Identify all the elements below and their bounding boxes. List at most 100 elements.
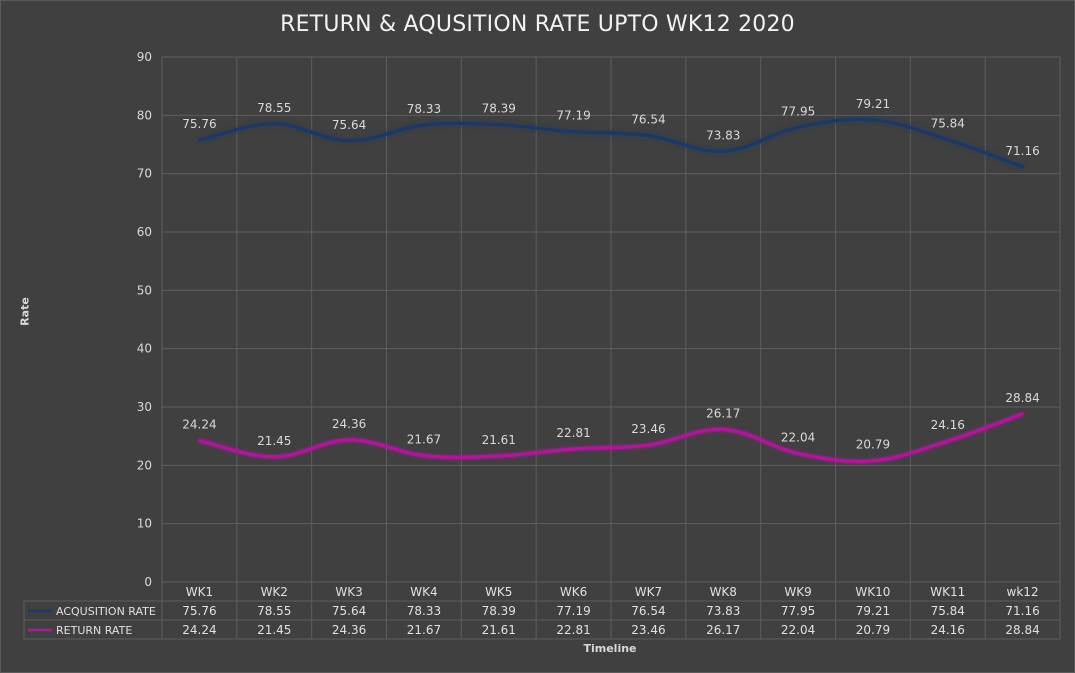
return-rate-data-label: 22.04 <box>781 430 815 444</box>
y-tick-label: 90 <box>137 50 152 64</box>
x-tick-label: WK10 <box>855 585 890 599</box>
x-tick-label: WK3 <box>335 585 362 599</box>
table-cell-value: 21.45 <box>257 623 291 637</box>
table-cell-value: 22.04 <box>781 623 815 637</box>
table-cell-value: 77.19 <box>556 604 590 618</box>
return-rate-point <box>1021 412 1024 415</box>
table-cell-value: 75.84 <box>931 604 965 618</box>
x-tick-label: WK6 <box>560 585 587 599</box>
return-rate-point <box>797 452 800 455</box>
table-cell-value: 28.84 <box>1005 623 1039 637</box>
table-cell-value: 77.95 <box>781 604 815 618</box>
table-cell-value: 71.16 <box>1005 604 1039 618</box>
x-axis-label: Timeline <box>583 642 637 655</box>
acqusition-rate-point <box>273 122 276 125</box>
legend-entry: ACQUSITION RATE <box>56 605 156 618</box>
table-cell-value: 75.76 <box>182 604 216 618</box>
table-cell-value: 79.21 <box>856 604 890 618</box>
x-tick-label: wk12 <box>1007 585 1039 599</box>
acqusition-rate-point <box>946 138 949 141</box>
return-rate-data-label: 24.16 <box>931 418 965 432</box>
return-rate-data-label: 24.36 <box>332 417 366 431</box>
legend-entry: RETURN RATE <box>56 624 132 637</box>
acqusition-rate-point <box>422 124 425 127</box>
x-tick-label: WK8 <box>710 585 737 599</box>
table-cell-value: 73.83 <box>706 604 740 618</box>
table-cell-value: 22.81 <box>556 623 590 637</box>
acqusition-rate-data-label: 79.21 <box>856 97 890 111</box>
y-tick-label: 10 <box>137 517 152 531</box>
x-tick-label: WK5 <box>485 585 512 599</box>
table-cell-value: 78.33 <box>407 604 441 618</box>
acqusition-rate-data-label: 75.84 <box>931 117 965 131</box>
acqusition-rate-data-label: 75.76 <box>182 117 216 131</box>
acqusition-rate-point <box>871 118 874 121</box>
acqusition-rate-line <box>197 117 1025 169</box>
acqusition-rate-point <box>198 139 201 142</box>
acqusition-rate-data-label: 77.95 <box>781 104 815 118</box>
y-tick-label: 20 <box>137 458 152 472</box>
return-rate-point <box>198 439 201 442</box>
x-tick-label: WK9 <box>784 585 811 599</box>
table-cell-value: 26.17 <box>706 623 740 637</box>
return-rate-point <box>273 455 276 458</box>
return-rate-data-label: 23.46 <box>631 422 665 436</box>
return-rate-line <box>197 412 1025 463</box>
table-cell-value: 78.39 <box>482 604 516 618</box>
chart-title: RETURN & AQUSITION RATE UPTO WK12 2020 <box>280 12 795 37</box>
y-tick-label: 70 <box>137 167 152 181</box>
acqusition-rate-point <box>797 126 800 129</box>
data-table: WK1 WK2 WK3 WK4 WK5 WK6 WK7 WK8 WK9 WK10 WK11 wk12 A… <box>23 581 1061 640</box>
acqusition-rate-data-label: 73.83 <box>706 128 740 142</box>
acqusition-rate-point <box>647 134 650 137</box>
return-rate-data-label: 28.84 <box>1005 391 1039 405</box>
table-cell-value: 23.46 <box>631 623 665 637</box>
return-rate-data-label: 26.17 <box>706 406 740 420</box>
return-rate-point <box>946 440 949 443</box>
return-rate-point <box>722 428 725 431</box>
table-cell-value: 21.61 <box>482 623 516 637</box>
gridlines <box>161 56 1061 583</box>
return-rate-point <box>647 444 650 447</box>
return-rate-point <box>422 454 425 457</box>
return-rate-data-label: 21.61 <box>482 433 516 447</box>
x-tick-label: WK1 <box>186 585 213 599</box>
data-labels: 75.76 78.55 75.64 78.33 78.39 77.19 76.54 73.83… <box>182 97 1040 452</box>
return-rate-data-label: 22.81 <box>556 426 590 440</box>
return-rate-point <box>348 438 351 441</box>
return-rate-point <box>497 454 500 457</box>
table-cell-value: 24.24 <box>182 623 216 637</box>
table-cell-value: 24.16 <box>931 623 965 637</box>
table-cell-value: 76.54 <box>631 604 665 618</box>
acqusition-rate-data-label: 71.16 <box>1005 144 1039 158</box>
acqusition-rate-point <box>497 123 500 126</box>
table-cell-value: 21.67 <box>407 623 441 637</box>
table-cell-value: 24.36 <box>332 623 366 637</box>
x-tick-label: WK2 <box>261 585 288 599</box>
acqusition-rate-point <box>572 130 575 133</box>
return-rate-data-label: 21.67 <box>407 433 441 447</box>
y-axis-ticks: 0 10 20 30 40 50 60 70 80 90 <box>137 50 152 589</box>
acqusition-rate-data-label: 76.54 <box>631 113 665 127</box>
return-rate-point <box>572 447 575 450</box>
acqusition-rate-point <box>1021 165 1024 168</box>
acqusition-rate-point <box>722 150 725 153</box>
x-tick-label: WK7 <box>635 585 662 599</box>
return-rate-point <box>871 459 874 462</box>
acqusition-rate-data-label: 77.19 <box>556 109 590 123</box>
return-rate-data-label: 24.24 <box>182 418 216 432</box>
table-cell-value: 20.79 <box>856 623 890 637</box>
y-tick-label: 0 <box>144 575 152 589</box>
x-tick-label: WK4 <box>410 585 437 599</box>
acqusition-rate-data-label: 78.33 <box>407 102 441 116</box>
acqusition-rate-data-label: 75.64 <box>332 118 366 132</box>
y-tick-label: 60 <box>137 225 152 239</box>
table-cell-value: 75.64 <box>332 604 366 618</box>
return-rate-data-label: 20.79 <box>856 438 890 452</box>
acqusition-rate-point <box>348 139 351 142</box>
y-tick-label: 40 <box>137 342 152 356</box>
return-rate-data-label: 21.45 <box>257 434 291 448</box>
x-tick-label: WK11 <box>930 585 965 599</box>
